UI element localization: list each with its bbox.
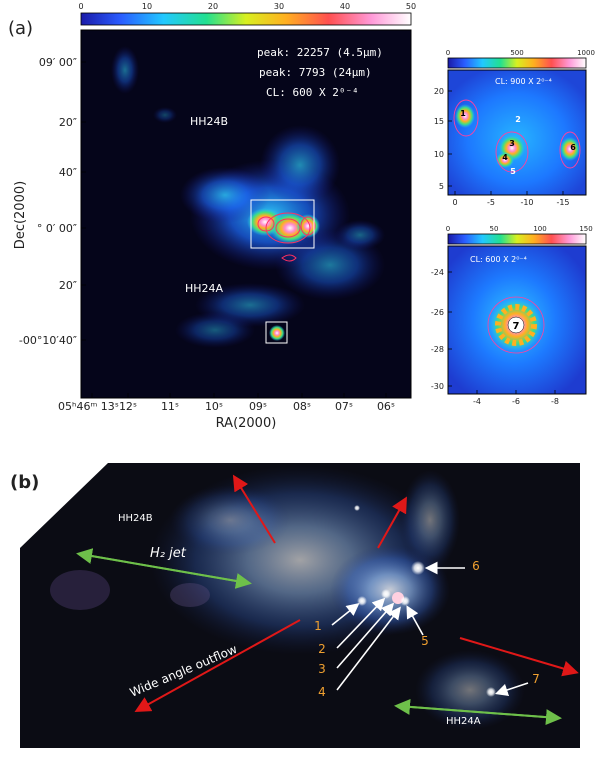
main-colorbar-tick: 40 <box>340 2 350 11</box>
panel-b-label: (b) <box>10 472 39 493</box>
inset-bottom-colorbar-tick: 50 <box>490 225 499 233</box>
panel-b-source-2: 2 <box>318 642 326 656</box>
inset-top-source-6: 6 <box>570 143 576 152</box>
contour-level-label: CL: 600 X 2⁰⁻⁴ <box>266 86 359 99</box>
panel-b-source-5: 5 <box>421 634 429 648</box>
region-label-hh24a: HH24A <box>185 282 224 295</box>
ra-tick-label: 12ˢ <box>119 400 137 413</box>
inset-top-source-2: 2 <box>515 115 521 124</box>
dec-tick-label: 09′ 00″ <box>39 56 77 69</box>
ra-tick-label: 11ˢ <box>161 400 179 413</box>
ra-tick-label: 07ˢ <box>335 400 353 413</box>
inset-top-source-5: 5 <box>510 167 516 176</box>
inset-bottom-colorbar-tick: 100 <box>533 225 546 233</box>
ra-tick-label: 08ˢ <box>293 400 311 413</box>
inset-bottom-ytick-label: -24 <box>431 268 444 277</box>
inset-top-source-3: 3 <box>509 139 515 148</box>
dec-tick-label: -00°10′40″ <box>19 334 77 347</box>
main-ra-axis: 05ʰ46ᵐ 13ˢ 12ˢ 11ˢ 10ˢ 09ˢ 08ˢ 07ˢ 06ˢ RA(2000) <box>58 393 395 431</box>
inset-bottom-ytick-label: -28 <box>431 345 444 354</box>
inset-bottom-source-7: 7 <box>513 321 520 332</box>
inset-top-ytick-label: 5 <box>439 182 444 191</box>
inset-top-xtick-label: -15 <box>556 198 569 207</box>
inset-bottom-colorbar-tick: 150 <box>579 225 592 233</box>
inset-top-colorbar-tick: 1000 <box>577 49 595 57</box>
dec-tick-label: 40″ <box>59 166 77 179</box>
main-colorbar: 0 10 20 30 40 50 <box>78 2 416 26</box>
ra-tick-label: 10ˢ <box>205 400 223 413</box>
main-colorbar-tick: 30 <box>274 2 284 11</box>
peak-45um-label: peak: 22257 (4.5μm) <box>257 46 383 59</box>
peak-24um-label: peak: 7793 (24μm) <box>259 66 372 79</box>
dec-tick-label: 20″ <box>59 279 77 292</box>
inset-bottom-ytick-label: -26 <box>431 308 444 317</box>
inset-bottom: 0 50 100 150 CL: 600 X 2⁰⁻⁴ 7 -24-26-28-30 … <box>431 225 593 406</box>
inset-top-ytick-label: 10 <box>434 150 444 159</box>
panel-b-source-4: 4 <box>318 685 326 699</box>
ra-axis-label: RA(2000) <box>216 416 277 431</box>
ra-tick-label: 09ˢ <box>249 400 267 413</box>
dec-tick-label: 20″ <box>59 116 77 129</box>
main-colorbar-tick: 20 <box>208 2 218 11</box>
inset-top-xtick-label: -5 <box>487 198 495 207</box>
panel-a-label: (a) <box>8 18 33 39</box>
inset-top-source-1: 1 <box>460 109 466 118</box>
main-dec-axis: 09′ 00″ 20″ 40″ ° 0′ 00″ 20″ -00°10′40″ Dec(2… <box>13 56 86 347</box>
inset-top-colorbar-tick: 0 <box>446 49 450 57</box>
inset-top-cl: CL: 900 X 2⁰⁻⁴ <box>495 77 552 86</box>
inset-bottom-colorbar-tick: 0 <box>446 225 450 233</box>
dec-axis-label: Dec(2000) <box>13 181 28 249</box>
inset-bottom-ytick-label: -30 <box>431 382 444 391</box>
panel-b-source-1: 1 <box>314 619 322 633</box>
inset-top-ytick-label: 20 <box>434 87 444 96</box>
main-colorbar-tick: 50 <box>406 2 416 11</box>
panel-b-h2jet: H₂ jet <box>150 546 187 561</box>
inset-bottom-xtick-label: -4 <box>473 397 481 406</box>
inset-top-ytick-label: 15 <box>434 117 444 126</box>
inset-top-colorbar-tick: 500 <box>510 49 523 57</box>
inset-bottom-xtick-label: -8 <box>551 397 559 406</box>
main-colorbar-tick: 10 <box>142 2 152 11</box>
main-colorbar-tick: 0 <box>78 2 83 11</box>
panel-b-hh24b: HH24B <box>118 513 153 524</box>
region-label-hh24b: HH24B <box>190 115 228 128</box>
dec-tick-label: ° 0′ 00″ <box>37 222 77 235</box>
ra-tick-label: 06ˢ <box>377 400 395 413</box>
panel-b-image: HH24B HH24A H₂ jet Wide angle outflow <box>20 463 580 748</box>
inset-bottom-xtick-label: -6 <box>512 397 520 406</box>
panel-b-source-7: 7 <box>532 672 540 686</box>
inset-top-xtick-label: -10 <box>520 198 533 207</box>
panel-b-source-3: 3 <box>318 662 326 676</box>
panel-b-source-6: 6 <box>472 559 480 573</box>
main-image: peak: 22257 (4.5μm) peak: 7793 (24μm) CL… <box>80 29 412 399</box>
inset-bottom-cl: CL: 600 X 2⁰⁻⁴ <box>470 255 527 264</box>
inset-top-xtick-label: 0 <box>452 198 457 207</box>
ra-tick-label: 05ʰ46ᵐ 13ˢ <box>58 400 119 413</box>
panel-b-hh24a: HH24A <box>446 716 481 727</box>
inset-top-source-4: 4 <box>502 153 508 162</box>
